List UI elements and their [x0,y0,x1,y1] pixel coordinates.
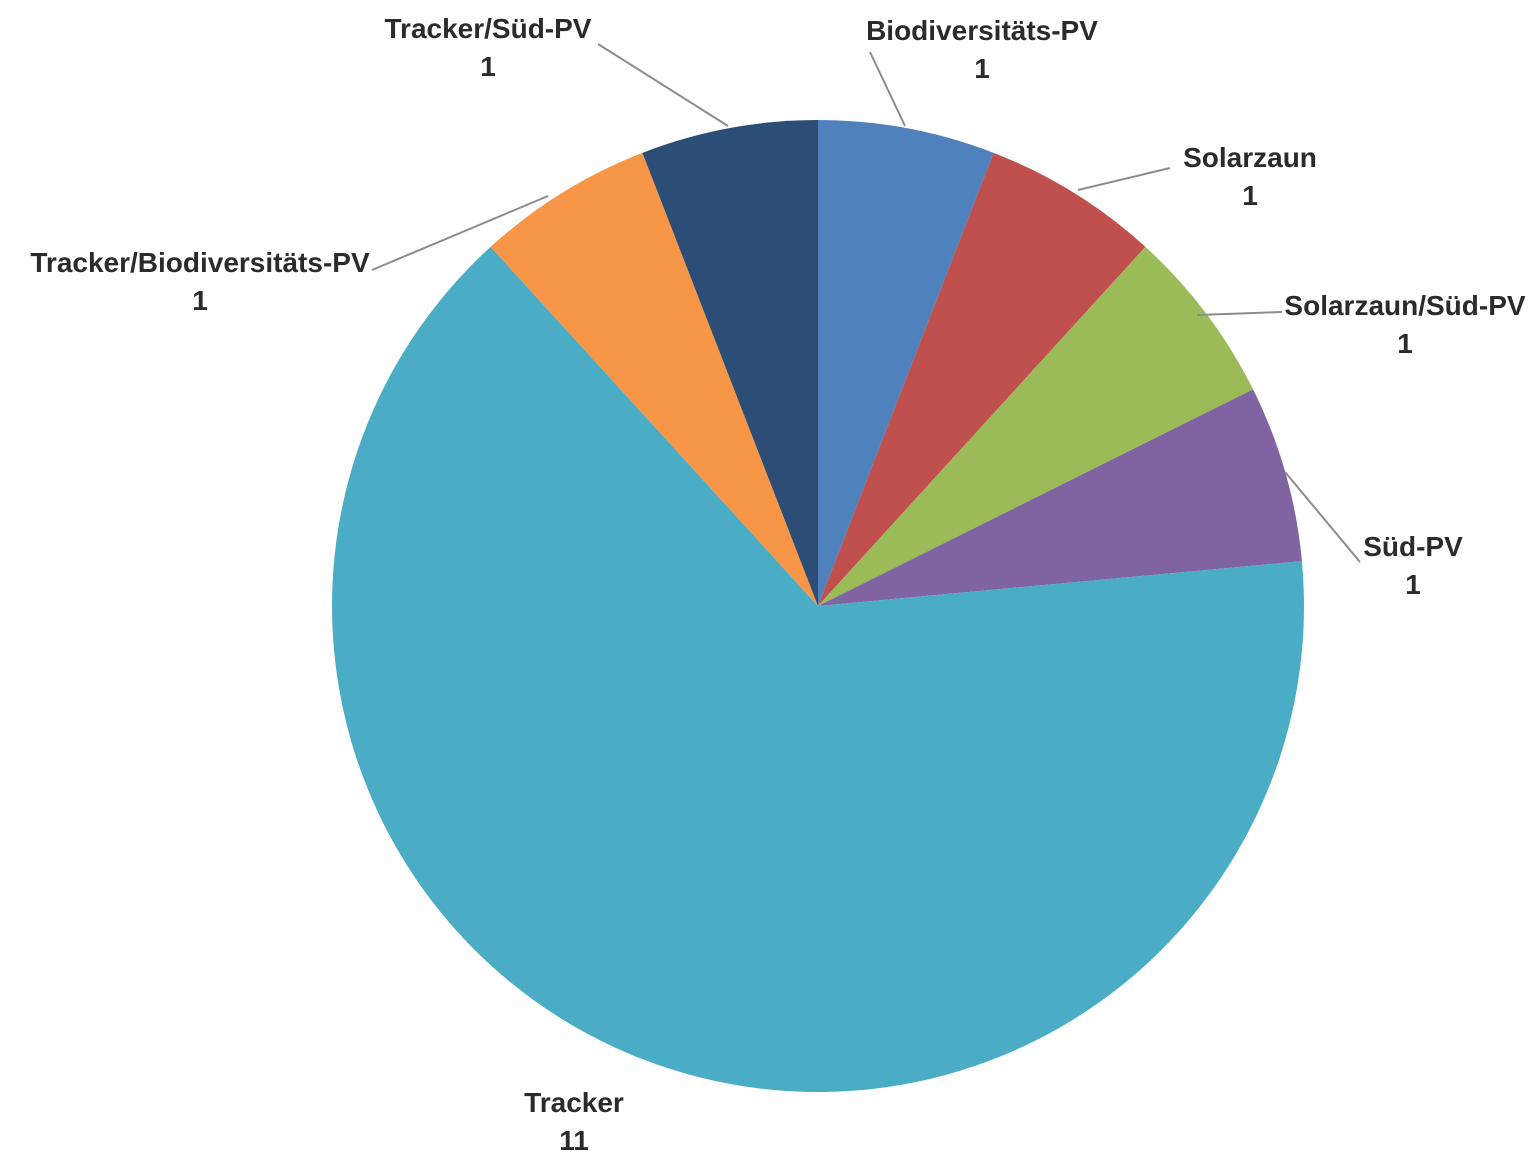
pie-slice-tracker-süd-pv [642,120,818,606]
leader-line-solarzaun [1077,167,1171,191]
pie-slice-biodiversitäts-pv [818,120,994,606]
leader-line-tracker-biodiversitäts-pv [371,195,549,271]
data-label-value-solarzaun: 1 [1242,180,1258,211]
data-label-value-tracker-biodiversitäts-pv: 1 [192,285,208,316]
pie-slice-süd-pv [818,389,1302,606]
pie-slice-solarzaun-süd-pv [818,246,1254,606]
pie-slice-tracker-biodiversitäts-pv [490,152,818,607]
data-label-category-tracker: Tracker [524,1087,624,1118]
data-label-category-solarzaun-süd-pv: Solarzaun/Süd-PV [1284,290,1525,321]
data-labels-layer: Biodiversitäts-PV 1 Solarzaun 1 Solarzaun/Sü… [30,13,1526,1156]
leader-line-biodiversitäts-pv [869,51,906,127]
leader-line-süd-pv [1284,471,1361,563]
pie-slice-solarzaun [818,152,1146,607]
data-label-value-tracker-süd-pv: 1 [480,51,496,82]
leader-line-solarzaun-süd-pv [1196,311,1283,316]
data-label-value-biodiversitäts-pv: 1 [974,53,990,84]
slices-layer [331,120,1305,1093]
pie-slice-tracker [331,246,1305,1093]
data-label-category-tracker-biodiversitäts-pv: Tracker/Biodiversitäts-PV [30,247,370,278]
data-label-category-biodiversitäts-pv: Biodiversitäts-PV [866,15,1098,46]
data-label-value-tracker: 11 [559,1125,589,1156]
data-label-value-solarzaun-süd-pv: 1 [1397,328,1413,359]
leader-line-tracker-süd-pv [597,43,729,127]
data-label-category-solarzaun: Solarzaun [1183,142,1317,173]
leader-lines-layer [371,43,1361,563]
data-label-value-süd-pv: 1 [1405,569,1421,600]
data-label-category-tracker-süd-pv: Tracker/Süd-PV [385,13,592,44]
data-label-category-süd-pv: Süd-PV [1363,531,1463,562]
